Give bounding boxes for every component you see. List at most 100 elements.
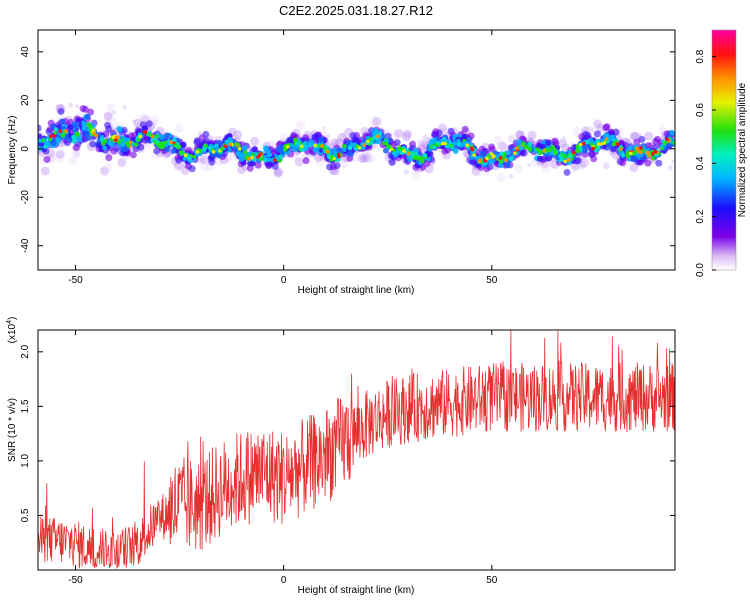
heatmap-cell <box>578 142 583 147</box>
heatmap-cell <box>535 147 539 152</box>
colorbar-label: Normalized spectral amplitude <box>737 82 748 217</box>
heatmap-cell <box>106 103 116 113</box>
heatmap-cell <box>342 147 347 152</box>
heatmap-cell <box>667 165 673 171</box>
heatmap-cell <box>267 152 273 158</box>
heatmap-cell <box>251 146 258 153</box>
heatmap-cell <box>411 170 421 180</box>
heatmap-cell <box>644 159 652 167</box>
heatmap-cell <box>609 152 613 157</box>
heatmap-cell <box>285 144 290 149</box>
spectrogram-frame <box>37 29 676 271</box>
heatmap-cell <box>665 137 669 142</box>
heatmap-cell <box>334 137 344 147</box>
heatmap-cell <box>467 132 475 140</box>
heatmap-cell <box>390 131 400 141</box>
heatmap-cell <box>392 148 396 153</box>
heatmap-cell <box>172 138 177 143</box>
heatmap-cell <box>638 135 646 143</box>
heatmap-cell <box>645 150 650 155</box>
heatmap-cell <box>347 145 353 151</box>
colorbar: 0.0 0.2 0.4 0.6 0.8 Normalized spectral ampl… <box>695 29 748 277</box>
heatmap-cell <box>589 142 594 147</box>
heatmap-cell <box>105 125 113 133</box>
heatmap-cell <box>299 144 304 149</box>
heatmap-cell <box>236 165 246 175</box>
heatmap-cell <box>104 110 114 120</box>
heatmap-cell <box>55 136 62 143</box>
heatmap-cell <box>38 124 42 132</box>
snr-xlabel: Height of straight line (km) <box>298 585 415 596</box>
heatmap-cell <box>250 136 260 146</box>
spectrogram-ytick-label: 0 <box>20 146 31 152</box>
heatmap-cell <box>434 142 438 147</box>
heatmap-cell <box>196 155 206 165</box>
heatmap-cell <box>48 137 53 142</box>
heatmap-cell <box>71 138 77 144</box>
heatmap-cell <box>247 157 251 161</box>
heatmap-cell <box>409 152 415 157</box>
heatmap-cell <box>527 141 533 147</box>
heatmap-cell <box>629 163 639 173</box>
heatmap-cell <box>246 164 254 172</box>
heatmap-cell <box>497 162 504 169</box>
heatmap-cell <box>40 166 50 176</box>
heatmap-cell <box>53 127 59 132</box>
heatmap-cell <box>183 153 188 158</box>
heatmap-cell <box>223 144 227 149</box>
heatmap-cell <box>84 113 91 120</box>
heatmap-cell <box>342 144 347 149</box>
snr-series-line <box>38 330 675 570</box>
heatmap-cell <box>68 156 78 166</box>
heatmap-cell <box>234 142 238 146</box>
heatmap-cell <box>513 151 517 156</box>
heatmap-cell <box>403 169 409 175</box>
heatmap-cell <box>41 138 45 143</box>
heatmap-cell <box>371 118 381 128</box>
heatmap-cell <box>103 139 108 143</box>
heatmap-cell <box>71 134 76 140</box>
heatmap-marks <box>38 102 675 183</box>
heatmap-cell <box>513 164 523 174</box>
heatmap-cell <box>178 150 184 155</box>
heatmap-cell <box>521 142 525 146</box>
heatmap-cell <box>504 162 511 169</box>
heatmap-cell <box>650 156 656 161</box>
heatmap-cell <box>388 158 396 166</box>
snr-xtick-label: 0 <box>281 575 287 586</box>
heatmap-cell <box>371 135 377 141</box>
heatmap-cell <box>619 147 623 151</box>
heatmap-cell <box>169 140 173 144</box>
snr-panel: -50 0 50 0.5 1.0 1.5 2.0 Height of straight li… <box>6 317 676 596</box>
heatmap-cell <box>574 157 582 165</box>
heatmap-cell <box>360 153 370 163</box>
heatmap-cell <box>195 150 200 154</box>
heatmap-cell <box>116 125 123 132</box>
heatmap-cell <box>48 134 53 139</box>
heatmap-cell <box>163 146 170 153</box>
heatmap-cell <box>92 131 96 136</box>
heatmap-cell <box>497 141 507 151</box>
heatmap-cell <box>203 143 208 148</box>
heatmap-cell <box>38 138 41 144</box>
heatmap-cell <box>615 142 620 147</box>
heatmap-cell <box>422 152 428 158</box>
heatmap-cell <box>602 162 610 170</box>
heatmap-cell <box>451 141 457 146</box>
heatmap-cell <box>563 168 571 176</box>
heatmap-cell <box>320 144 324 148</box>
heatmap-cell <box>394 128 404 138</box>
heatmap-cell <box>595 138 601 144</box>
heatmap-cell <box>52 133 57 138</box>
colorbar-tick-label: 0.8 <box>695 49 706 63</box>
heatmap-cell <box>566 158 571 162</box>
heatmap-cell <box>142 130 146 134</box>
heatmap-cell <box>633 149 638 154</box>
heatmap-cell <box>258 156 264 162</box>
heatmap-cell <box>508 134 516 143</box>
heatmap-cell <box>644 131 654 141</box>
heatmap-cell <box>38 133 43 140</box>
heatmap-cell <box>432 137 437 143</box>
heatmap-cell <box>653 149 658 154</box>
spectrogram-xtick-label: 50 <box>486 275 498 286</box>
